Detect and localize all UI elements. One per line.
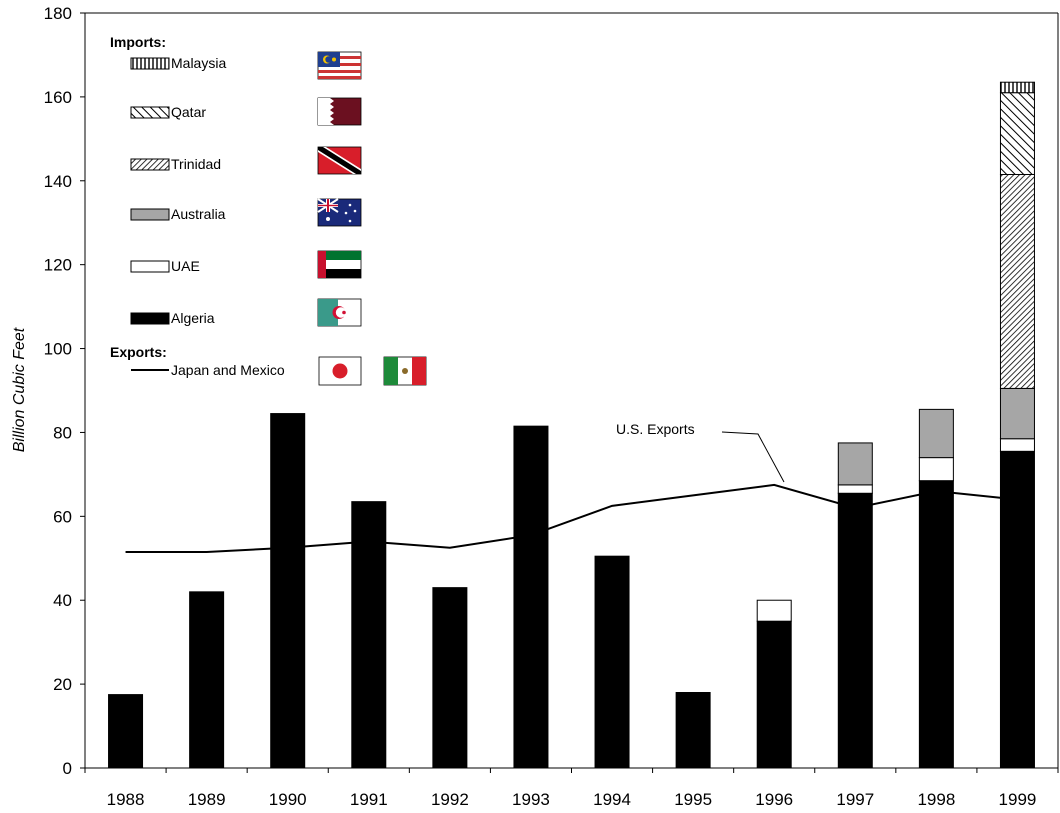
x-tick-label: 1988 <box>107 790 145 809</box>
us-exports-annotation: U.S. Exports <box>616 421 785 483</box>
algeria-flag-icon <box>317 298 362 327</box>
bar-algeria-1998 <box>918 480 954 769</box>
legend-label-japan-mexico: Japan and Mexico <box>171 362 285 378</box>
bar-qatar-1999 <box>999 92 1035 175</box>
bar-algeria-1993 <box>513 425 549 769</box>
bar-algeria-1991 <box>351 501 387 769</box>
y-tick-label: 20 <box>53 675 72 694</box>
y-ticks: 0 20 40 60 80 100 120 140 160 180 <box>44 4 85 778</box>
qatar-flag-icon <box>317 97 362 126</box>
legend-swatch-australia <box>130 208 170 221</box>
legend-swatch-algeria <box>130 312 170 325</box>
bar-uae-1999 <box>999 438 1035 452</box>
japan-flag-icon <box>318 356 362 386</box>
y-tick-label: 100 <box>44 340 72 359</box>
bar-trinidad-1999 <box>999 173 1035 389</box>
bar-algeria-1995 <box>675 692 711 769</box>
x-tick-label: 1993 <box>512 790 550 809</box>
legend-imports-heading: Imports: <box>110 34 166 50</box>
bar-uae-1996 <box>756 599 792 622</box>
x-tick-label: 1999 <box>999 790 1037 809</box>
y-tick-label: 120 <box>44 256 72 275</box>
trinidad-flag-icon <box>317 146 362 175</box>
x-tick-label: 1997 <box>836 790 874 809</box>
bar-algeria-1989 <box>189 591 225 769</box>
bar-malaysia-1999 <box>999 81 1035 94</box>
x-tick-label: 1995 <box>674 790 712 809</box>
x-tick-label: 1994 <box>593 790 631 809</box>
bar-uae-1998 <box>918 457 954 482</box>
bar-algeria-1997 <box>837 492 873 769</box>
line-series-japan-and-mexico <box>125 483 1018 553</box>
x-tick-label: 1991 <box>350 790 388 809</box>
legend-swatch-malaysia <box>130 57 170 70</box>
y-tick-label: 60 <box>53 507 72 526</box>
legend: Imports: Exports: Malaysia Qatar Trinida… <box>110 34 427 386</box>
legend-label-trinidad: Trinidad <box>171 156 221 172</box>
y-tick-label: 40 <box>53 591 72 610</box>
bar-algeria-1994 <box>594 555 630 769</box>
legend-label-algeria: Algeria <box>171 310 215 326</box>
y-tick-label: 0 <box>63 759 72 778</box>
legend-label-uae: UAE <box>171 258 200 274</box>
x-ticks: 1988 1989 1990 1991 1992 1993 1994 1995 1996 1997… <box>84 768 1059 809</box>
legend-exports-heading: Exports: <box>110 344 167 360</box>
axes <box>84 12 1059 769</box>
bar-australia-1997 <box>837 442 873 486</box>
legend-swatch-qatar <box>130 106 170 119</box>
legend-label-malaysia: Malaysia <box>171 55 226 71</box>
x-tick-label: 1990 <box>269 790 307 809</box>
legend-swatch-uae <box>130 260 170 273</box>
bar-algeria-1999 <box>999 450 1035 769</box>
legend-label-qatar: Qatar <box>171 104 206 120</box>
legend-label-australia: Australia <box>171 206 226 222</box>
bar-algeria-1988 <box>108 694 144 769</box>
malaysia-flag-icon <box>317 51 362 80</box>
x-tick-label: 1992 <box>431 790 469 809</box>
x-tick-label: 1989 <box>188 790 226 809</box>
bar-australia-1998 <box>918 408 954 459</box>
y-axis-title: Billion Cubic Feet <box>11 327 28 452</box>
uae-flag-icon <box>317 250 362 279</box>
x-tick-label: 1998 <box>917 790 955 809</box>
mexico-flag-icon <box>383 356 427 386</box>
legend-swatch-trinidad <box>130 158 170 171</box>
bar-australia-1999 <box>999 387 1035 440</box>
y-tick-label: 180 <box>44 4 72 23</box>
export-lines <box>125 483 1018 553</box>
y-tick-label: 140 <box>44 172 72 191</box>
us-exports-annotation-label: U.S. Exports <box>616 421 695 437</box>
australia-flag-icon <box>317 198 362 227</box>
y-tick-label: 80 <box>53 423 72 442</box>
bar-algeria-1992 <box>432 587 468 769</box>
bar-algeria-1996 <box>756 620 792 769</box>
bar-algeria-1990 <box>270 413 306 769</box>
bars <box>108 81 1035 769</box>
y-tick-label: 160 <box>44 88 72 107</box>
x-tick-label: 1996 <box>755 790 793 809</box>
bar-uae-1997 <box>837 484 873 494</box>
us-exports-annotation-leader <box>721 431 785 483</box>
